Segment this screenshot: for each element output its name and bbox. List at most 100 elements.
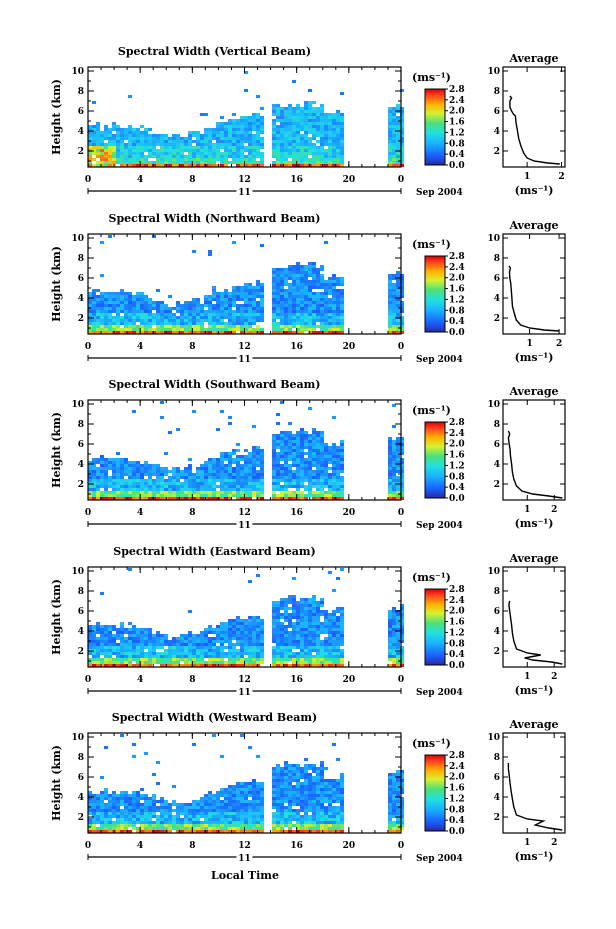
colorbar-tick-label: 2.8 [449, 85, 465, 95]
y-tick-label: 2 [78, 314, 84, 324]
average-title: Average [508, 219, 558, 232]
y-tick-label: 8 [78, 254, 84, 264]
panel-3: Spectral Width (Eastward Beam)246810Heig… [50, 545, 566, 698]
x-tick-label: 20 [343, 841, 356, 851]
average-y-tick-label: 2 [494, 813, 500, 823]
x-tick-label: 20 [343, 675, 356, 685]
x-tick-label: 12 [238, 841, 251, 851]
panel-0: Spectral Width (Vertical Beam)246810Heig… [50, 45, 566, 198]
colorbar-tick-label: 1.2 [449, 295, 465, 305]
average-frame [502, 566, 566, 668]
average-x-tick-label: 2 [551, 672, 557, 682]
y-tick-label: 4 [78, 127, 84, 137]
average-profile-line [508, 265, 560, 332]
average-y-tick-label: 8 [494, 87, 500, 97]
colorbar-tick-label: 0.4 [449, 317, 465, 327]
colorbar [424, 421, 446, 499]
x-tick-label: 0 [398, 675, 404, 685]
average-y-tick-label: 4 [494, 627, 500, 637]
average-title: Average [508, 385, 558, 398]
colorbar-tick-label: 0.8 [449, 139, 465, 149]
x-tick-label: 20 [343, 342, 356, 352]
average-title: Average [508, 718, 558, 731]
average-y-tick-label: 8 [494, 254, 500, 264]
average-y-tick-label: 4 [494, 294, 500, 304]
average-title: Average [508, 552, 558, 565]
average-frame [502, 399, 566, 501]
panel-1: Spectral Width (Northward Beam)246810Hei… [50, 212, 566, 365]
y-tick-label: 6 [78, 607, 84, 617]
heatmap-cells [88, 734, 404, 833]
colorbar-tick-label: 2.0 [449, 773, 465, 783]
x-tick-label: 0 [398, 508, 404, 518]
y-axis-label: Height (km) [50, 745, 63, 821]
colorbar-tick-label: 2.0 [449, 440, 465, 450]
colorbar-tick-label: 2.8 [449, 252, 465, 262]
average-x-tick-label: 2 [556, 339, 562, 349]
y-tick-label: 6 [78, 440, 84, 450]
average-y-tick-label: 6 [494, 274, 500, 284]
average-y-tick-label: 2 [494, 480, 500, 490]
colorbar-tick-label: 0.8 [449, 472, 465, 482]
heatmap-cells [88, 568, 404, 667]
x-tick-label: 12 [238, 508, 251, 518]
average-y-tick-label: 2 [494, 647, 500, 657]
x-tick-label: 4 [137, 841, 143, 851]
x-tick-label: 12 [238, 175, 251, 185]
colorbar-tick-label: 2.0 [449, 274, 465, 284]
average-y-tick-label: 6 [494, 773, 500, 783]
x-tick-label: 4 [137, 175, 143, 185]
colorbar-tick-label: 2.0 [449, 107, 465, 117]
panel-2: Spectral Width (Southward Beam)246810Hei… [50, 378, 566, 531]
y-tick-label: 10 [71, 67, 84, 77]
average-x-tick-label: 2 [551, 838, 557, 848]
average-y-tick-label: 4 [494, 127, 500, 137]
average-profile-line [507, 763, 563, 831]
y-tick-label: 2 [78, 147, 84, 157]
y-tick-label: 4 [78, 627, 84, 637]
x-tick-label: 8 [189, 175, 195, 185]
month-label: Sep 2004 [416, 688, 463, 698]
x-tick-label: 0 [85, 841, 91, 851]
colorbar-tick-label: 2.0 [449, 607, 465, 617]
average-x-tick-label: 1 [524, 672, 530, 682]
y-tick-label: 10 [71, 567, 84, 577]
heatmap-cells [88, 401, 404, 500]
average-y-tick-label: 8 [494, 420, 500, 430]
colorbar-tick-label: 0.0 [449, 661, 465, 671]
colorbar-tick-label: 0.0 [449, 328, 465, 338]
average-x-label: (ms⁻¹) [515, 184, 554, 197]
month-label: Sep 2004 [416, 188, 463, 198]
colorbar-tick-label: 0.8 [449, 306, 465, 316]
colorbar-unit: (ms⁻¹) [412, 238, 451, 251]
y-axis-label: Height (km) [50, 79, 63, 155]
colorbar-unit: (ms⁻¹) [412, 571, 451, 584]
colorbar-tick-label: 0.4 [449, 150, 465, 160]
y-tick-label: 6 [78, 274, 84, 284]
average-y-tick-label: 6 [494, 607, 500, 617]
colorbar [424, 88, 446, 166]
y-tick-label: 2 [78, 813, 84, 823]
colorbar-tick-label: 0.4 [449, 650, 465, 660]
y-tick-label: 4 [78, 294, 84, 304]
colorbar-unit: (ms⁻¹) [412, 71, 451, 84]
average-profile-line [508, 600, 563, 665]
colorbar-tick-label: 0.4 [449, 816, 465, 826]
average-x-label: (ms⁻¹) [515, 850, 554, 863]
day-label: 11 [238, 355, 251, 365]
y-tick-label: 4 [78, 460, 84, 470]
x-tick-label: 8 [189, 841, 195, 851]
day-label: 11 [238, 188, 251, 198]
colorbar-unit: (ms⁻¹) [412, 737, 451, 750]
y-tick-label: 4 [78, 793, 84, 803]
average-frame [502, 732, 566, 834]
y-tick-label: 10 [71, 733, 84, 743]
average-y-tick-label: 10 [487, 400, 500, 410]
x-tick-label: 16 [290, 342, 303, 352]
average-y-tick-label: 6 [494, 440, 500, 450]
y-tick-label: 8 [78, 420, 84, 430]
colorbar-tick-label: 1.2 [449, 461, 465, 471]
average-x-label: (ms⁻¹) [515, 517, 554, 530]
y-tick-label: 6 [78, 107, 84, 117]
